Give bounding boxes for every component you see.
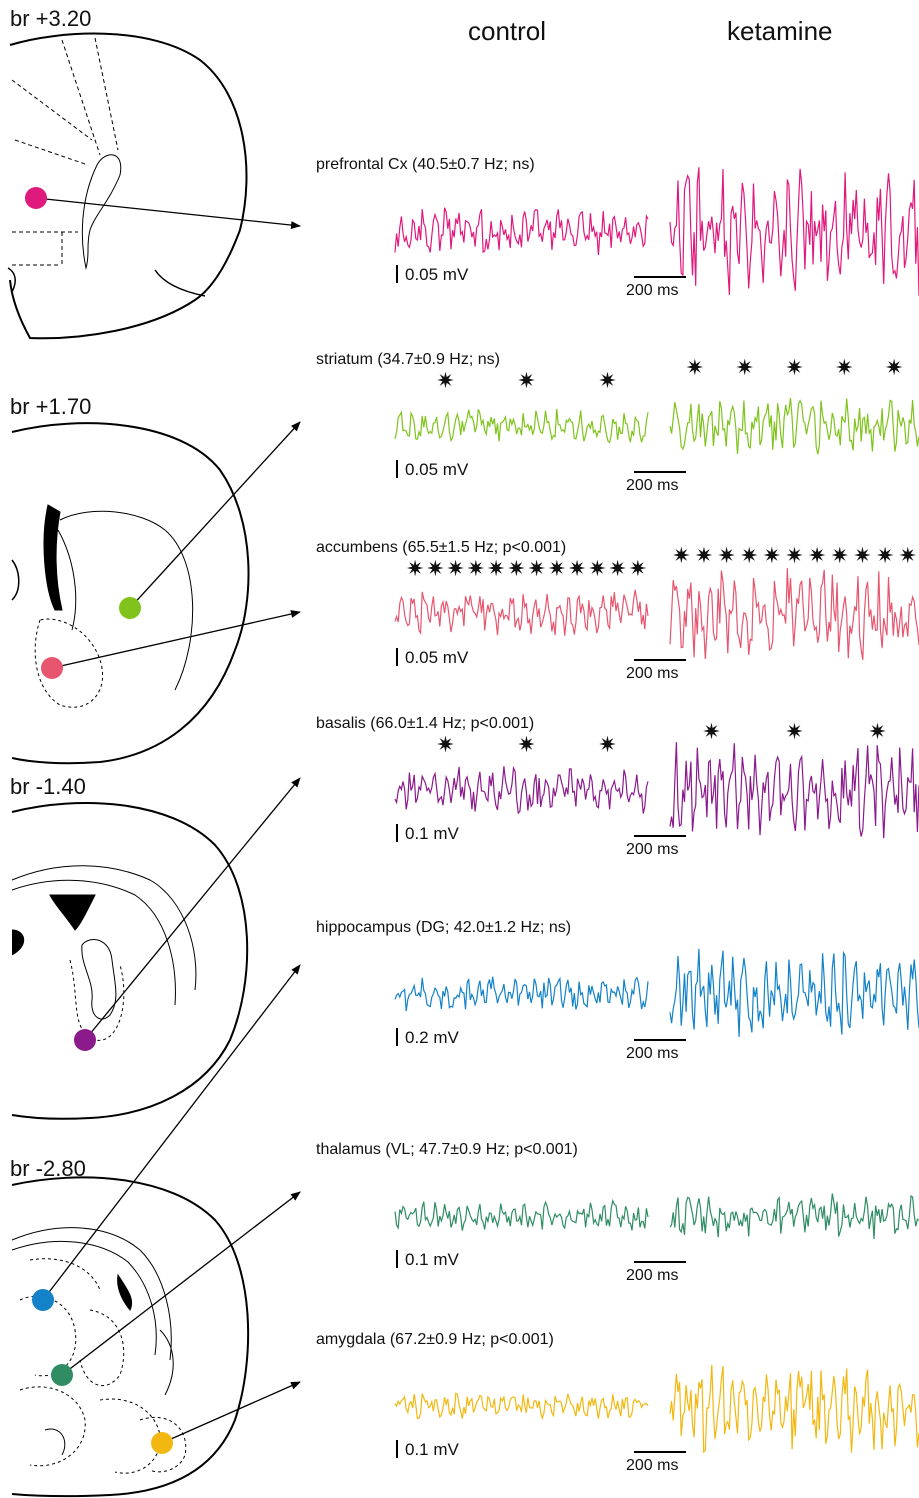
star-control-accumbens: ✷ (486, 556, 506, 581)
brain-section-1 (7, 32, 248, 340)
trace-ketamine-basalis (669, 742, 919, 839)
star-ketamine-accumbens: ✷ (785, 543, 804, 568)
site-dots (25, 187, 173, 1454)
star-ketamine-accumbens: ✷ (830, 543, 849, 568)
trace-ketamine-striatum (669, 397, 919, 455)
trace-ketamine-prefrontal (669, 167, 919, 296)
star-control-accumbens: ✷ (405, 556, 425, 581)
star-control-accumbens: ✷ (507, 556, 526, 581)
trace-control-thalamus (394, 1198, 649, 1231)
site-dot-amygdala (151, 1432, 173, 1454)
time-scale-label-thalamus: 200 ms (626, 1267, 679, 1284)
traces-layer (394, 167, 919, 1458)
voltage-scale-label-basalis: 0.1 mV (405, 824, 459, 843)
star-ketamine-accumbens: ✷ (740, 543, 759, 568)
star-ketamine-basalis: ✷ (702, 719, 721, 744)
voltage-scale-label-striatum: 0.05 mV (405, 460, 469, 479)
star-control-basalis: ✷ (598, 732, 617, 757)
region-label-prefrontal: prefrontal Cx (40.5±0.7 Hz; ns) (316, 156, 535, 173)
site-dot-accumbens (41, 657, 63, 679)
trace-control-prefrontal (394, 207, 649, 256)
star-control-accumbens: ✷ (426, 556, 445, 581)
voltage-scale-label-accumbens: 0.05 mV (405, 648, 469, 667)
star-control-basalis: ✷ (517, 732, 536, 757)
star-ketamine-accumbens: ✷ (875, 543, 895, 568)
region-label-amygdala: amygdala (67.2±0.9 Hz; p<0.001) (316, 1331, 554, 1348)
star-control-accumbens: ✷ (628, 556, 648, 581)
trace-ketamine-accumbens (669, 568, 919, 660)
time-scale-label-hippocampus: 200 ms (626, 1045, 679, 1062)
voltage-scale-label-prefrontal: 0.05 mV (405, 265, 469, 284)
bregma-label-1: br +3.20 (10, 6, 92, 31)
region-label-striatum: striatum (34.7±0.9 Hz; ns) (316, 351, 500, 368)
trace-ketamine-thalamus (669, 1193, 919, 1240)
star-ketamine-striatum: ✷ (884, 355, 904, 380)
site-dot-hippocampus (32, 1289, 54, 1311)
trace-control-striatum (394, 409, 649, 444)
star-ketamine-accumbens: ✷ (898, 543, 917, 568)
time-scale-label-accumbens: 200 ms (626, 665, 679, 682)
bregma-label-2: br +1.70 (10, 394, 92, 419)
voltage-scale-label-amygdala: 0.1 mV (405, 1440, 459, 1459)
star-control-accumbens: ✷ (466, 556, 486, 581)
time-scale-label-amygdala: 200 ms (626, 1457, 679, 1474)
brain-section-3 (11, 802, 249, 1120)
star-control-accumbens: ✷ (567, 556, 587, 581)
region-label-basalis: basalis (66.0±1.4 Hz; p<0.001) (316, 715, 535, 732)
star-ketamine-striatum: ✷ (685, 355, 705, 380)
star-control-striatum: ✷ (517, 368, 536, 393)
bregma-label-3: br -1.40 (10, 774, 86, 799)
star-control-basalis: ✷ (436, 732, 455, 757)
bregma-label-4: br -2.80 (10, 1156, 86, 1181)
site-dot-thalamus (51, 1364, 73, 1386)
site-dot-striatum (119, 597, 141, 619)
star-control-accumbens: ✷ (547, 556, 567, 581)
region-label-hippocampus: hippocampus (DG; 42.0±1.2 Hz; ns) (316, 919, 572, 936)
trace-ketamine-hippocampus (669, 948, 919, 1038)
star-ketamine-striatum: ✷ (835, 355, 854, 380)
trace-ketamine-amygdala (669, 1364, 919, 1454)
star-ketamine-accumbens: ✷ (672, 543, 691, 568)
star-ketamine-striatum: ✷ (785, 355, 804, 380)
trace-control-hippocampus (394, 976, 649, 1012)
trace-control-amygdala (394, 1392, 649, 1421)
star-ketamine-striatum: ✷ (735, 355, 754, 380)
star-control-accumbens: ✷ (588, 556, 607, 581)
star-control-accumbens: ✷ (446, 556, 465, 581)
star-ketamine-accumbens: ✷ (853, 543, 872, 568)
brain-section-4 (11, 1176, 250, 1498)
column-header-control: control (468, 16, 547, 46)
star-ketamine-accumbens: ✷ (807, 543, 827, 568)
site-dot-prefrontal (25, 187, 47, 209)
star-ketamine-basalis: ✷ (868, 719, 887, 744)
trace-control-accumbens (394, 589, 649, 636)
time-scale-label-prefrontal: 200 ms (626, 282, 679, 299)
star-control-striatum: ✷ (598, 368, 617, 393)
star-ketamine-accumbens: ✷ (694, 543, 714, 568)
star-ketamine-accumbens: ✷ (762, 543, 782, 568)
site-arrows (35, 197, 301, 1444)
star-control-striatum: ✷ (436, 368, 455, 393)
star-control-accumbens: ✷ (608, 556, 627, 581)
voltage-scale-label-hippocampus: 0.2 mV (405, 1028, 459, 1047)
column-header-ketamine: ketamine (727, 16, 833, 46)
star-ketamine-accumbens: ✷ (717, 543, 736, 568)
voltage-scale-label-thalamus: 0.1 mV (405, 1250, 459, 1269)
region-label-thalamus: thalamus (VL; 47.7±0.9 Hz; p<0.001) (316, 1141, 578, 1158)
time-scale-label-striatum: 200 ms (626, 477, 679, 494)
brain-section-2 (11, 422, 250, 765)
site-dot-basalis (74, 1029, 96, 1051)
trace-control-basalis (394, 765, 649, 815)
time-scale-label-basalis: 200 ms (626, 841, 679, 858)
star-ketamine-basalis: ✷ (785, 719, 804, 744)
region-label-accumbens: accumbens (65.5±1.5 Hz; p<0.001) (316, 539, 567, 556)
star-control-accumbens: ✷ (527, 556, 546, 581)
